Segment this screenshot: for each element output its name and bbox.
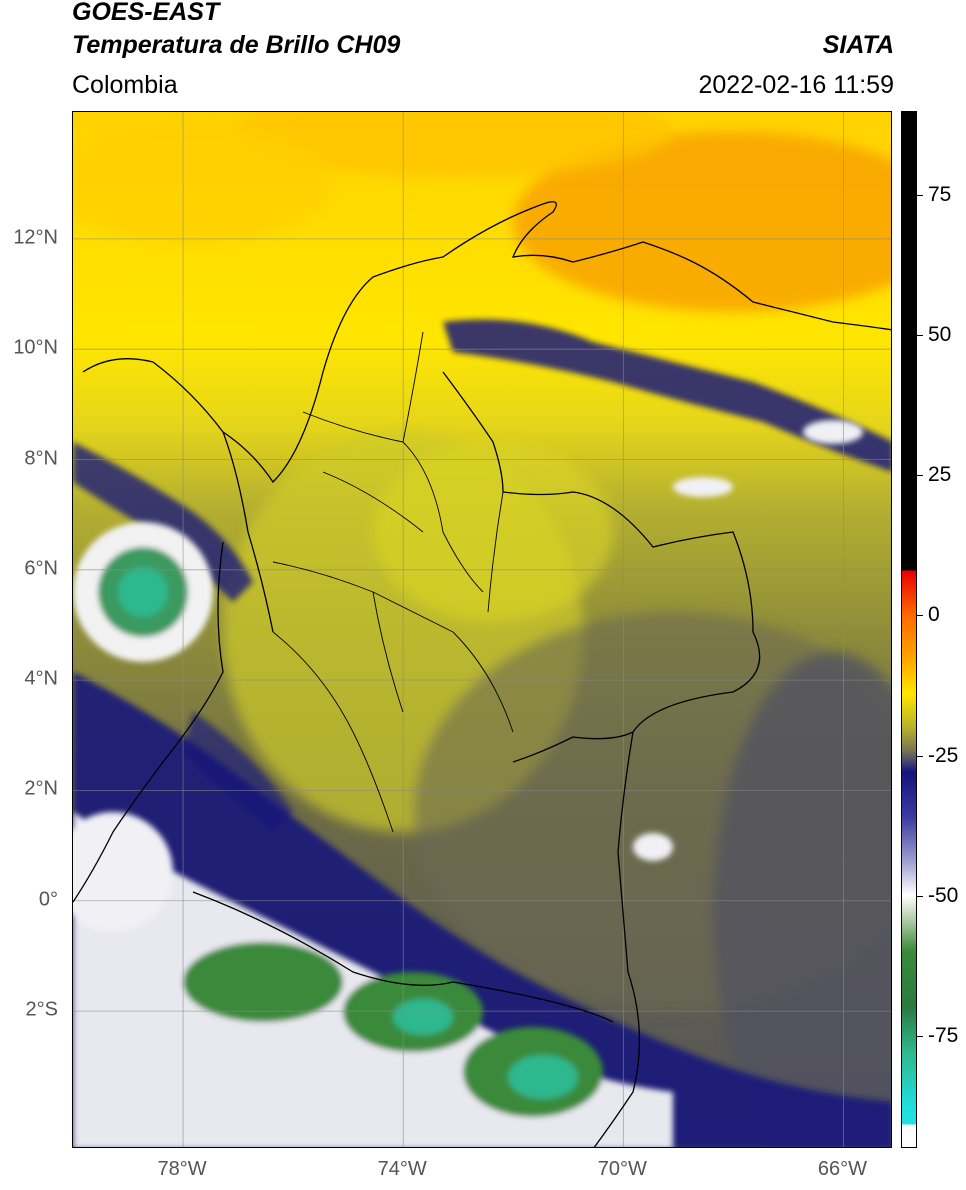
- convective-cores: [73, 420, 863, 1147]
- colorbar-tick-label: 50: [928, 323, 952, 347]
- colorbar-tick-label: 75: [928, 183, 952, 207]
- colorbar-tick-mark: [917, 1035, 923, 1037]
- colorbar-tick-label: 0: [928, 603, 940, 627]
- colorbar-tick-mark: [917, 615, 923, 617]
- colorbar-tick-label: -25: [928, 743, 959, 767]
- satellite-map: [72, 111, 892, 1148]
- warm-region: [73, 112, 891, 312]
- lon-tick-label: 74°W: [377, 1158, 427, 1180]
- border-colombia-brazil: [593, 731, 641, 1147]
- colorbar-tick-mark: [917, 335, 923, 337]
- lon-tick-label: 66°W: [817, 1158, 868, 1180]
- central-zone: [223, 432, 891, 1147]
- boundaries: [73, 201, 891, 1147]
- lon-tick-label: 78°W: [157, 1158, 207, 1180]
- map-canvas: [73, 112, 891, 1147]
- coastline-pacific: [73, 541, 224, 903]
- lat-tick-label: 0°: [38, 888, 58, 911]
- satellite-name: GOES-EAST: [72, 0, 220, 26]
- lat-tick-label: 8°N: [24, 447, 58, 469]
- graticule: [73, 112, 891, 1147]
- border-colombia-peru: [192, 891, 614, 1023]
- colorbar: [901, 111, 917, 1148]
- colorbar-tick-mark: [917, 755, 923, 757]
- lat-tick-label: 2°N: [24, 777, 58, 800]
- chart-title: GOES-EAST Temperatura de Brillo CH09: [72, 0, 400, 62]
- region-label: Colombia: [72, 71, 178, 99]
- colorbar-tick-label: 25: [928, 463, 952, 487]
- colorbar-tick-mark: [917, 475, 923, 477]
- border-colombia-venezuela: [442, 371, 761, 763]
- datetime-label: 2022-02-16 11:59: [698, 71, 894, 99]
- product-name: Temperatura de Brillo CH09: [72, 31, 401, 59]
- lat-tick-label: 2°S: [25, 998, 58, 1021]
- coastline-caribbean: [82, 201, 891, 484]
- colorbar-tick-label: -75: [928, 1023, 959, 1047]
- internal-departments: [272, 331, 514, 833]
- lat-tick-label: 4°N: [24, 667, 58, 690]
- colorbar-tick-label: -50: [928, 883, 959, 907]
- agency-label: SIATA: [822, 31, 894, 59]
- colorbar-tick-mark: [917, 895, 923, 897]
- lat-tick-label: 12°N: [13, 226, 58, 249]
- colorbar-tick-mark: [917, 195, 923, 197]
- lat-tick-label: 6°N: [24, 557, 58, 580]
- lat-tick-label: 10°N: [13, 336, 58, 359]
- border-colombia-panama: [222, 431, 274, 633]
- lon-tick-label: 70°W: [597, 1158, 647, 1180]
